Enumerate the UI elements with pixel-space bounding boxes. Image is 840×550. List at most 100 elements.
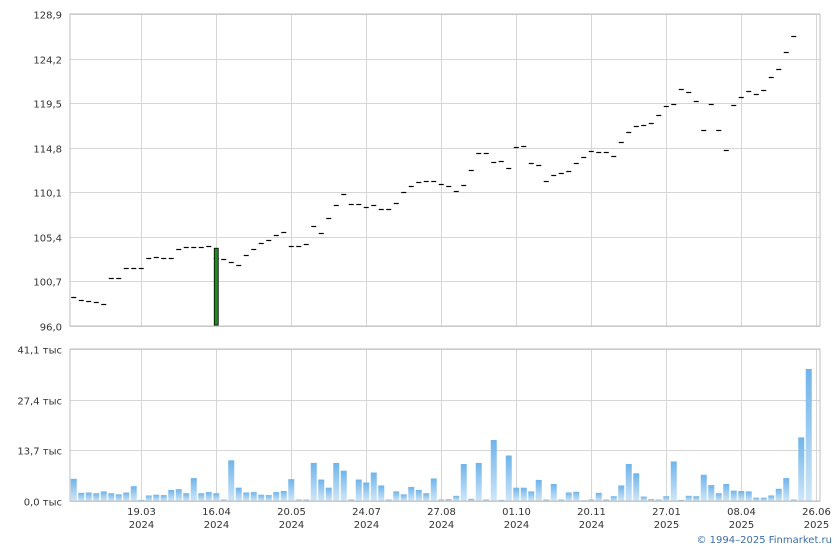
volume-bar — [130, 486, 137, 501]
volume-bar — [115, 494, 122, 501]
x-tick-year: 2024 — [354, 520, 379, 531]
volume-panel-frame — [69, 348, 821, 502]
volume-bar — [378, 485, 385, 501]
price-panel-frame — [69, 13, 821, 327]
volume-bar — [798, 437, 805, 501]
x-tick-date: 01.10 — [502, 507, 531, 518]
volume-bar — [565, 492, 572, 501]
volume-bar — [610, 496, 617, 501]
x-tick-date: 20.11 — [577, 507, 606, 518]
volume-bar — [663, 496, 670, 501]
volume-bar — [250, 492, 257, 501]
price-y-tick-label: 96,0 — [40, 323, 62, 334]
volume-bar — [190, 478, 197, 501]
x-tick-year: 2024 — [504, 520, 529, 531]
volume-bar — [618, 485, 625, 501]
volume-bar — [288, 479, 295, 501]
volume-bar — [603, 499, 610, 501]
volume-bar — [393, 491, 400, 501]
x-tick-year: 2025 — [804, 520, 829, 531]
volume-bar — [100, 491, 107, 501]
volume-bar — [168, 489, 175, 501]
volume-bar — [175, 489, 182, 501]
volume-bar — [453, 495, 460, 501]
volume-bar — [520, 487, 527, 501]
volume-bar — [183, 493, 190, 501]
volume-bar — [543, 499, 550, 501]
volume-bar — [783, 478, 790, 501]
volume-bar — [445, 499, 452, 501]
volume-bar — [258, 494, 265, 501]
volume-bar — [438, 499, 445, 501]
volume-bar — [408, 486, 415, 501]
volume-bar — [228, 460, 235, 501]
volume-bar — [310, 462, 317, 501]
volume-bar — [505, 455, 512, 501]
volume-bar — [423, 493, 430, 501]
copyright-text[interactable]: © 1994–2025 Finmarket.ru — [696, 535, 832, 546]
volume-bar — [348, 499, 355, 501]
volume-bar — [363, 482, 370, 501]
volume-bar — [648, 499, 655, 501]
volume-bar — [325, 487, 332, 501]
volume-bar — [535, 479, 542, 501]
volume-bar — [498, 499, 505, 501]
volume-bar — [730, 490, 737, 501]
volume-bar — [400, 494, 407, 501]
volume-bar — [303, 499, 310, 501]
volume-bar — [753, 497, 760, 501]
volume-bar — [153, 494, 160, 501]
volume-bar — [550, 483, 557, 501]
volume-bar — [460, 464, 467, 501]
volume-y-axis: 0,0 тыс 13,7 тыс 27,4 тыс 41,1 тыс — [17, 346, 62, 509]
volume-bar — [265, 495, 272, 501]
volume-bar — [715, 493, 722, 501]
volume-bar — [138, 499, 145, 501]
volume-bar — [670, 461, 677, 501]
volume-grid — [70, 349, 820, 502]
x-tick-date: 24.07 — [352, 507, 381, 518]
volume-y-tick-label: 13,7 тыс — [17, 447, 62, 458]
volume-bar — [775, 488, 782, 501]
volume-bar — [198, 493, 205, 501]
volume-bar — [415, 489, 422, 501]
price-grid — [70, 14, 820, 327]
price-y-tick-label: 124,2 — [33, 56, 62, 67]
volume-bar — [633, 473, 640, 501]
volume-bar — [213, 493, 220, 501]
volume-panel: 0,0 тыс 13,7 тыс 27,4 тыс 41,1 тыс — [17, 346, 821, 509]
volume-bar — [558, 499, 565, 501]
volume-bar — [738, 491, 745, 501]
volume-bar — [295, 499, 302, 501]
volume-bar — [595, 492, 602, 501]
price-y-tick-label: 100,7 — [33, 278, 62, 289]
price-panel: 96,0 100,7 105,4 110,1 114,8 119,5 124,2 128,9 — [33, 11, 821, 334]
volume-bar — [745, 491, 752, 501]
volume-bar — [280, 491, 287, 501]
price-y-axis: 96,0 100,7 105,4 110,1 114,8 119,5 124,2 128,9 — [33, 11, 62, 334]
volume-bar — [78, 492, 85, 501]
x-tick-year: 2025 — [729, 520, 754, 531]
volume-bar — [640, 496, 647, 501]
price-candle-body — [213, 247, 219, 326]
volume-y-tick-label: 0,0 тыс — [24, 498, 62, 509]
volume-bar — [370, 472, 377, 501]
volume-bar — [475, 462, 482, 501]
x-tick-date: 27.01 — [652, 507, 681, 518]
volume-bar — [528, 491, 535, 501]
volume-series — [70, 368, 812, 501]
price-y-tick-label: 105,4 — [33, 234, 62, 245]
x-tick-date: 19.03 — [127, 507, 156, 518]
x-tick-date: 16.04 — [202, 507, 231, 518]
volume-bar — [490, 439, 497, 501]
x-tick-year: 2025 — [654, 520, 679, 531]
volume-y-tick-label: 41,1 тыс — [17, 346, 62, 357]
volume-bar — [625, 464, 632, 501]
volume-bar — [805, 368, 812, 501]
volume-bar — [430, 478, 437, 501]
volume-bar — [145, 495, 152, 501]
volume-bar — [93, 493, 100, 501]
price-y-tick-label: 114,8 — [33, 145, 62, 156]
volume-bar — [123, 492, 130, 501]
